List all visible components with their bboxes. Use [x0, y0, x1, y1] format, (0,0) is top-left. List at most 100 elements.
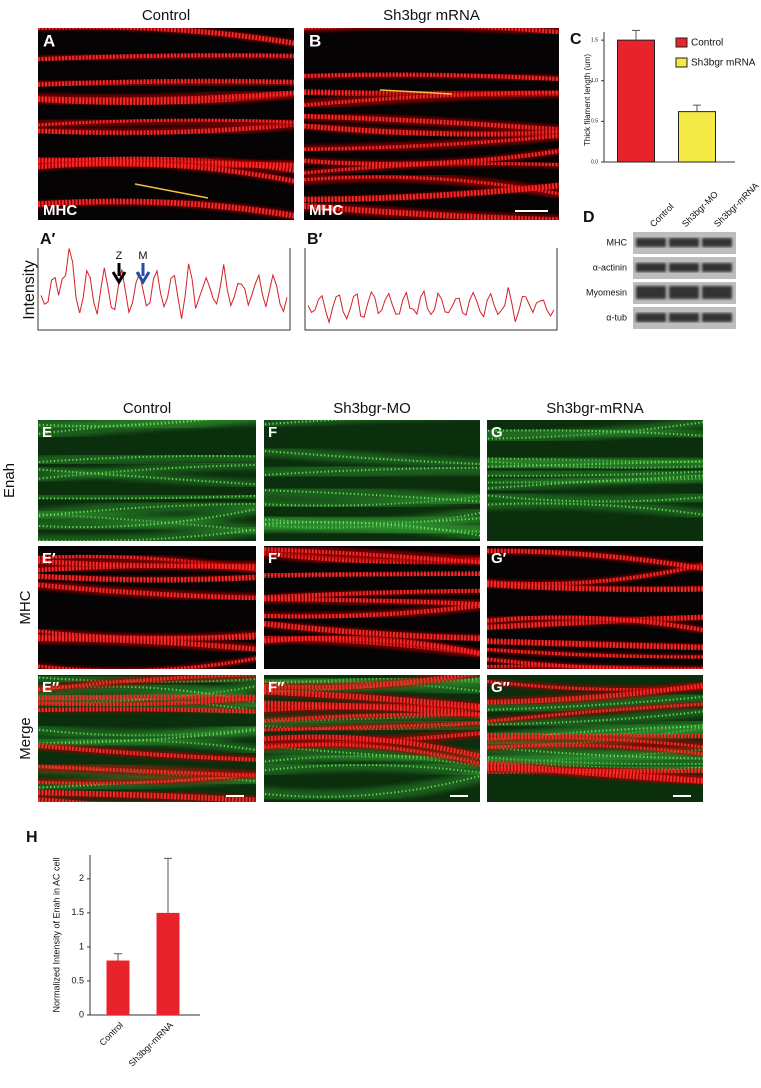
fiber-glow [264, 594, 480, 609]
fiber-glow [487, 646, 703, 661]
fiber [304, 134, 559, 152]
micrograph-texture [487, 675, 703, 802]
blot-column: Sh3bgr-mRNA [712, 181, 760, 229]
green-dots [38, 801, 52, 802]
green-dots [38, 454, 256, 464]
grid-heading: Sh3bgr-MO [333, 400, 411, 417]
fiber [304, 175, 559, 196]
blot-band [702, 263, 732, 272]
blot-band [702, 313, 732, 322]
grid-row-label: Merge [17, 717, 34, 760]
panel-letter: E [42, 424, 52, 441]
fiber-glow [487, 637, 703, 651]
fiber [38, 122, 294, 136]
fiber-glow [264, 601, 480, 621]
fiber [38, 764, 256, 778]
y-tick-label: 1.5 [591, 37, 598, 43]
green-glow [487, 489, 703, 508]
micrograph-texture [264, 675, 480, 802]
blot-row: Myomesin [586, 287, 627, 297]
profile-letter: A′ [40, 231, 56, 248]
green-dots [264, 774, 480, 798]
blot-band [702, 238, 732, 247]
micrograph-texture [487, 420, 703, 541]
grid-heading: Control [123, 400, 171, 417]
blot-band [702, 286, 732, 299]
micrograph-texture [264, 546, 480, 659]
green-glow [264, 515, 480, 541]
error-bar [632, 29, 640, 41]
error-bar [114, 953, 122, 961]
fiber [38, 743, 256, 762]
fiber [264, 734, 480, 759]
green-dots [38, 420, 211, 428]
profile-ylabel: Intensity [21, 260, 38, 320]
blot-band [669, 263, 699, 272]
green-glow [264, 420, 425, 429]
fiber [38, 90, 294, 102]
arrow-label: M [138, 250, 147, 262]
y-tick-label: 1.0 [591, 78, 598, 84]
micrograph-texture [264, 420, 480, 541]
panel-heading: Sh3bgr mRNA [383, 7, 480, 24]
bar [678, 111, 716, 163]
fiber [304, 72, 559, 82]
fiber [38, 656, 256, 669]
green-glow [38, 797, 256, 802]
measure-line [379, 89, 453, 95]
error-bar [693, 104, 701, 112]
panel-letter: G [491, 424, 503, 441]
fiber [38, 573, 256, 583]
fiber-glow [487, 613, 703, 634]
y-tick-label: 0.5 [591, 119, 598, 125]
fiber [38, 198, 294, 219]
intensity-profile [307, 287, 555, 325]
panel-letter: D [583, 209, 595, 226]
profile-frame [304, 248, 558, 331]
fiber-glow [304, 28, 559, 37]
profile-frame [37, 248, 291, 331]
fiber-glow [38, 796, 110, 802]
micrograph-texture [487, 547, 703, 669]
panel-letter: G′ [491, 550, 507, 567]
green-glow [487, 706, 703, 729]
bar [617, 39, 655, 163]
y-tick-label: 2 [79, 873, 84, 883]
blot-band [669, 313, 699, 322]
legend-label: Control [691, 38, 723, 49]
green-glow [487, 424, 703, 442]
micrograph-texture [38, 28, 294, 220]
green-dots [38, 463, 256, 480]
y-tick-label: 1 [79, 941, 84, 951]
grid-heading: Sh3bgr-mRNA [546, 400, 644, 417]
green-dots [38, 503, 256, 518]
fiber [38, 157, 294, 169]
green-dots [38, 508, 256, 529]
fiber-glow [487, 732, 703, 753]
micrograph-texture [304, 28, 559, 220]
x-tick-label: Control [98, 1020, 126, 1048]
fiber [38, 675, 256, 692]
fiber-glow [264, 719, 480, 734]
blot-band [636, 313, 666, 322]
blot-row: MHC [607, 237, 628, 247]
fiber [38, 161, 294, 184]
green-dots [264, 755, 480, 767]
legend-swatch [675, 57, 688, 68]
panel-letter: E″ [42, 679, 59, 696]
fiber [38, 707, 256, 714]
fiber-glow [264, 675, 480, 693]
green-glow [264, 460, 480, 483]
stain-label: MHC [43, 202, 77, 219]
legend-label: Sh3bgr mRNA [691, 58, 756, 69]
bar [106, 960, 130, 1015]
legend-swatch [675, 37, 688, 48]
y-tick-label: 0.0 [591, 159, 598, 165]
fiber-glow [487, 680, 703, 707]
arrow [111, 263, 127, 285]
blot-band [669, 286, 699, 299]
green-dots [38, 494, 256, 500]
fiber [38, 789, 256, 802]
fiber [38, 694, 256, 701]
